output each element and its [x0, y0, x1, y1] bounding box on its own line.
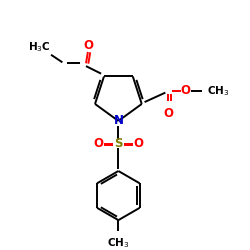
Text: O: O — [94, 137, 104, 150]
Text: H$_3$C: H$_3$C — [28, 40, 51, 54]
Text: CH$_3$: CH$_3$ — [107, 236, 130, 250]
Text: O: O — [83, 39, 93, 52]
Text: O: O — [133, 137, 143, 150]
Text: O: O — [163, 107, 173, 120]
Text: O: O — [180, 84, 190, 97]
Text: N: N — [114, 114, 124, 128]
Text: CH$_3$: CH$_3$ — [207, 84, 230, 98]
Text: S: S — [114, 137, 123, 150]
